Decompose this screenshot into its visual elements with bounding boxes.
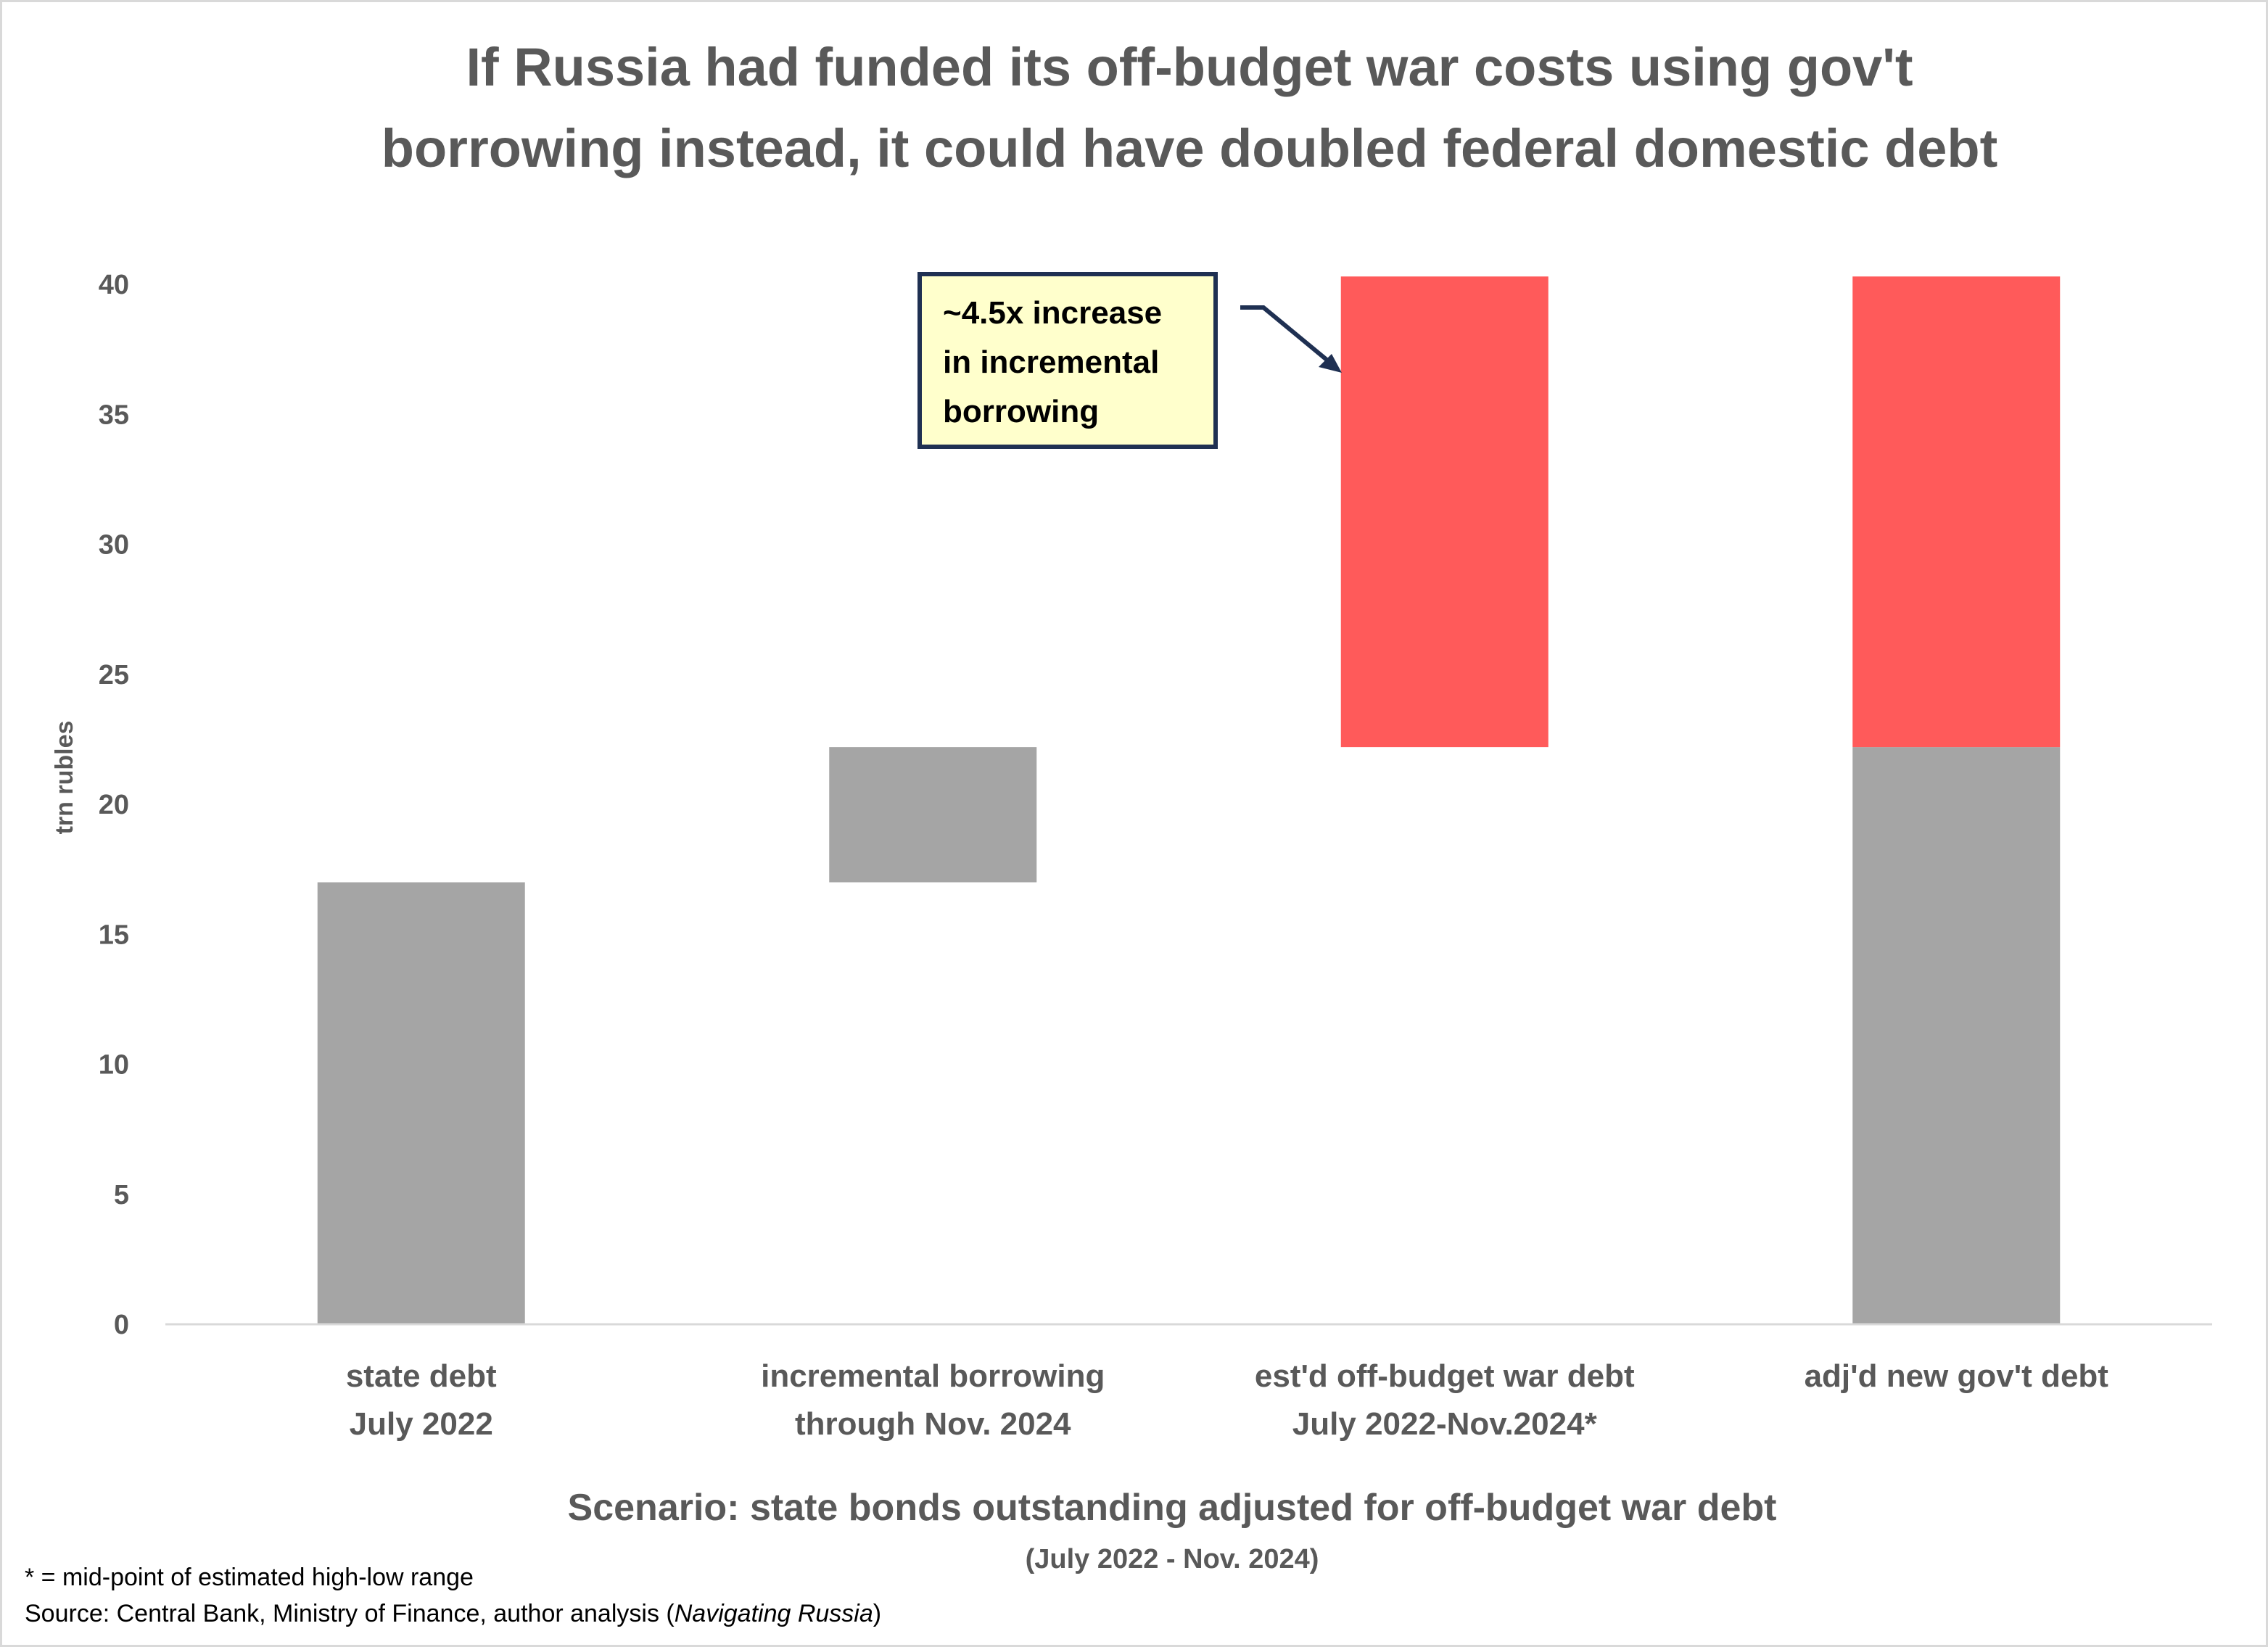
x-tick-label: July 2022 (350, 1406, 493, 1442)
chart-title-line-2: borrowing instead, it could have doubled… (382, 118, 1998, 178)
x-axis-sublabel: (July 2022 - Nov. 2024) (1026, 1544, 1319, 1574)
y-axis-label: trn rubles (51, 721, 78, 835)
source-suffix: ) (873, 1600, 881, 1627)
bar-segment (1340, 276, 1549, 748)
x-tick-label: through Nov. 2024 (795, 1406, 1071, 1442)
x-tick-label: July 2022-Nov.2024* (1292, 1406, 1598, 1442)
footnote-asterisk: * = mid-point of estimated high-low rang… (25, 1564, 474, 1591)
annotation-line-1: ~4.5x increase (943, 295, 1162, 331)
x-axis-label: Scenario: state bonds outstanding adjust… (568, 1487, 1777, 1529)
bar-segment (829, 747, 1037, 883)
x-tick-label: adj'd new gov't debt (1805, 1358, 2109, 1394)
footnote-source: Source: Central Bank, Ministry of Financ… (25, 1600, 881, 1627)
annotation-line-2: in incremental (943, 344, 1159, 380)
annotation-box (917, 272, 1218, 449)
y-tick-label: 5 (114, 1180, 129, 1210)
chart-title-line-1: If Russia had funded its off-budget war … (466, 37, 1913, 97)
annotation-line-3: borrowing (943, 394, 1099, 429)
bar-segment (317, 882, 525, 1324)
y-tick-label: 30 (99, 530, 129, 561)
bar-segment (1852, 276, 2061, 748)
x-tick-label: incremental borrowing (761, 1358, 1105, 1394)
y-tick-label: 40 (99, 270, 129, 300)
bar-segment (1852, 747, 2061, 1324)
y-tick-label: 0 (114, 1310, 129, 1340)
annotation-arrow (1240, 305, 1332, 365)
source-italic: Navigating Russia (675, 1600, 873, 1627)
y-tick-label: 25 (99, 660, 129, 690)
y-tick-label: 20 (99, 790, 129, 820)
y-tick-label: 15 (99, 920, 129, 950)
annotation-callout: ~4.5x increase in incremental borrowing (917, 272, 1342, 449)
y-tick-label: 10 (99, 1050, 129, 1081)
source-text: Source: Central Bank, Ministry of Financ… (25, 1600, 675, 1627)
arrow-head-icon (1319, 354, 1342, 373)
x-tick-label: state debt (346, 1358, 497, 1394)
y-tick-label: 35 (99, 400, 129, 430)
x-tick-label: est'd off-budget war debt (1255, 1358, 1635, 1394)
